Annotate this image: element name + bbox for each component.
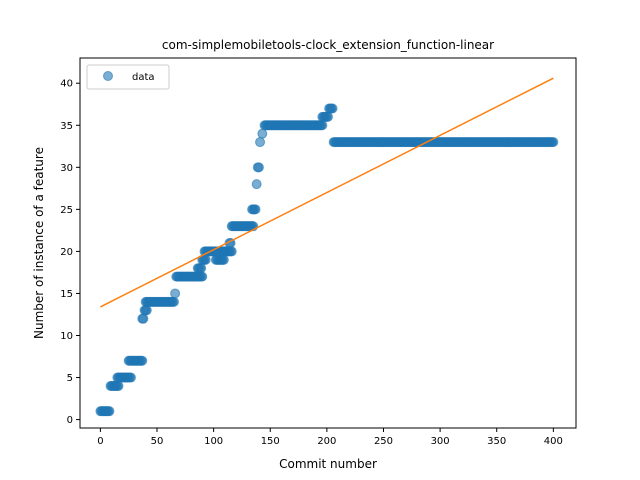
data-point (218, 254, 229, 265)
data-points (95, 103, 559, 417)
y-tick-label: 40 (60, 79, 73, 90)
data-point (250, 204, 261, 215)
y-tick-label: 5 (67, 373, 73, 384)
x-tick-label: 300 (431, 436, 450, 447)
x-tick-label: 150 (261, 436, 280, 447)
data-point (257, 128, 268, 139)
data-point (196, 263, 207, 274)
data-point (141, 305, 152, 316)
data-point (125, 372, 136, 383)
data-point (168, 296, 179, 307)
data-point (113, 380, 124, 391)
fit-line-layer (100, 77, 554, 308)
data-point (104, 406, 115, 417)
data-point (251, 179, 262, 190)
legend-label: data (132, 72, 155, 83)
data-point (226, 246, 237, 257)
y-axis: 0 5 10 15 20 25 30 35 40 (60, 79, 80, 426)
x-axis-label: Commit number (279, 457, 377, 471)
y-tick-label: 30 (60, 163, 73, 174)
data-point (327, 103, 338, 114)
legend-box (86, 64, 170, 90)
data-point (548, 137, 559, 148)
x-tick-label: 400 (544, 436, 563, 447)
x-tick-label: 0 (97, 436, 103, 447)
legend: data (86, 64, 170, 90)
data-point (200, 254, 211, 265)
y-tick-label: 35 (60, 121, 73, 132)
y-axis-label: Number of instance of a feature (32, 147, 46, 339)
legend-marker (103, 71, 113, 81)
y-tick-label: 15 (60, 289, 73, 300)
x-tick-label: 250 (374, 436, 393, 447)
data-point (253, 162, 264, 173)
y-tick-label: 10 (60, 331, 73, 342)
fit-line (100, 77, 554, 308)
chart-title: com-simplemobiletools-clock_extension_fu… (162, 38, 494, 52)
x-axis: 0 50 100 150 200 250 300 350 400 (97, 428, 563, 447)
data-point (197, 271, 208, 282)
x-tick-label: 50 (151, 436, 164, 447)
x-tick-label: 200 (317, 436, 336, 447)
plot-frame (79, 57, 577, 429)
data-point (255, 137, 266, 148)
y-tick-label: 0 (67, 415, 73, 426)
x-tick-label: 100 (204, 436, 223, 447)
data-point (137, 355, 148, 366)
y-tick-label: 20 (60, 247, 73, 258)
data-point (323, 111, 333, 122)
x-tick-label: 350 (487, 436, 506, 447)
y-tick-label: 25 (60, 205, 73, 216)
data-point (138, 313, 149, 324)
data-point (317, 120, 328, 131)
data-point (170, 288, 181, 299)
